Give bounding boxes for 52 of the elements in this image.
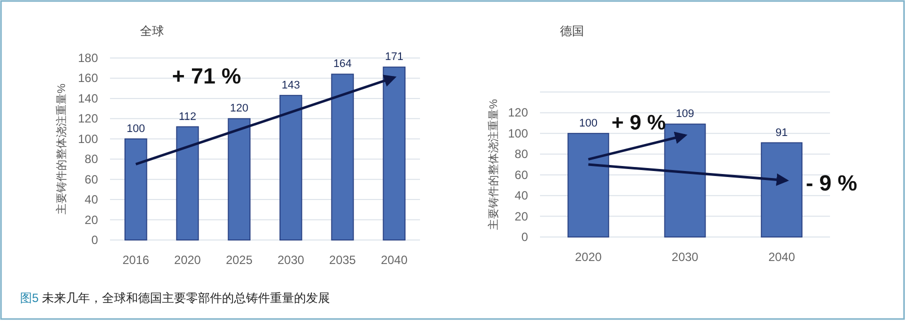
bar [228, 118, 251, 240]
data-label: 120 [230, 102, 248, 115]
x-tick-label: 2025 [226, 253, 253, 267]
y-tick-label: 120 [78, 112, 98, 126]
data-label: 91 [776, 126, 788, 139]
bar [279, 94, 302, 240]
y-tick-label: 40 [84, 192, 98, 207]
bar [760, 142, 802, 238]
y-tick-label: 60 [514, 168, 528, 182]
x-tick-label: 2030 [672, 250, 699, 264]
y-tick-label: 0 [91, 233, 98, 247]
bar [331, 74, 354, 240]
caption: 图5 未来几年，全球和德国主要零部件的总铸件重量的发展 [20, 291, 330, 305]
annotation: - 9 % [806, 170, 858, 196]
x-tick-label: 2040 [768, 250, 796, 264]
y-axis-title: 主要铸件的整体浇注重量% [55, 83, 68, 214]
x-tick-label: 2030 [277, 253, 305, 267]
data-label: 143 [282, 79, 300, 92]
data-label: 171 [384, 51, 404, 64]
bar [382, 66, 406, 240]
y-tick-label: 20 [84, 212, 98, 227]
bar [664, 124, 706, 238]
x-tick-label: 2020 [174, 253, 202, 267]
y-tick-label: 80 [514, 147, 528, 162]
y-tick-label: 100 [508, 126, 528, 140]
bar [568, 132, 610, 238]
y-tick-label: 180 [78, 51, 98, 65]
chart-title: 德国 [560, 24, 584, 38]
x-tick-label: 2020 [574, 250, 602, 264]
x-tick-label: 2040 [380, 253, 408, 267]
y-tick-label: 80 [84, 152, 98, 166]
data-label: 164 [333, 58, 352, 70]
y-tick-label: 60 [84, 172, 98, 186]
annotation: + 9 % [612, 111, 666, 134]
y-tick-label: 120 [508, 106, 528, 120]
data-label: 100 [579, 117, 598, 130]
annotation: + 71 % [172, 63, 242, 88]
data-label: 112 [178, 110, 196, 123]
data-label: 109 [676, 108, 694, 120]
data-label: 100 [126, 122, 146, 135]
y-tick-label: 160 [78, 71, 98, 86]
y-tick-label: 0 [521, 230, 528, 244]
y-tick-label: 40 [514, 188, 528, 203]
y-axis-title: 主要铸件的整体浇注重量% [487, 98, 500, 230]
x-tick-label: 2035 [329, 253, 356, 267]
bar [176, 126, 199, 240]
chart-title: 全球 [140, 24, 164, 38]
y-tick-label: 100 [78, 132, 98, 146]
bar [124, 138, 148, 240]
x-tick-label: 2016 [122, 253, 150, 267]
y-tick-label: 140 [78, 91, 98, 106]
y-tick-label: 20 [514, 209, 528, 224]
